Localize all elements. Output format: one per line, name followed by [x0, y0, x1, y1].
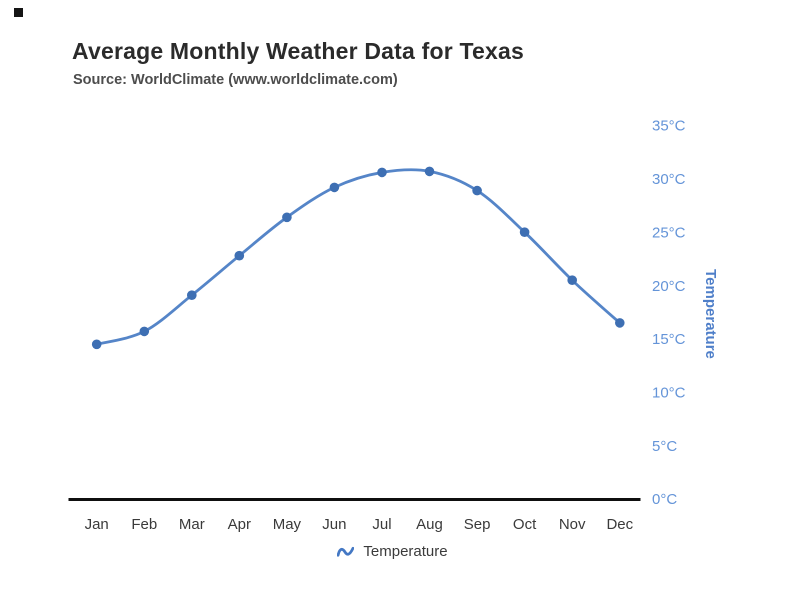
data-point-jun[interactable] [329, 182, 340, 193]
x-axis-labels: Jan Feb Mar Apr May Jun Jul Aug Sep Oct Nov Dec [85, 516, 634, 533]
y-tick-label: 20°C [652, 278, 686, 295]
data-point-aug[interactable] [424, 166, 435, 177]
legend-label: Temperature [363, 543, 448, 560]
x-tick-label: Aug [416, 516, 443, 533]
data-point-oct[interactable] [519, 227, 530, 237]
x-tick-label: May [273, 516, 302, 533]
x-tick-label: Feb [131, 516, 157, 533]
data-point-apr[interactable] [234, 250, 245, 261]
y-tick-label: 30°C [652, 171, 686, 188]
temperature-series-line [95, 168, 622, 346]
x-tick-label: Jul [372, 516, 391, 533]
x-tick-label: Oct [513, 516, 537, 533]
data-point-jan[interactable] [91, 339, 102, 350]
data-point-dec[interactable] [615, 318, 625, 328]
spline-wave-icon [337, 544, 355, 559]
x-tick-label: Apr [228, 516, 251, 533]
y-tick-label: 10°C [652, 385, 686, 402]
data-point-mar[interactable] [187, 290, 197, 301]
data-point-feb[interactable] [139, 326, 150, 337]
y-tick-label: 0°C [652, 491, 677, 508]
data-point-markers[interactable] [91, 166, 625, 350]
y-tick-label: 5°C [652, 438, 677, 455]
data-point-may[interactable] [282, 212, 292, 223]
chart-subtitle: Source: WorldClimate (www.worldclimate.c… [73, 72, 398, 88]
x-tick-label: Jun [322, 516, 346, 533]
data-point-sep[interactable] [472, 185, 482, 196]
x-tick-label: Dec [606, 516, 633, 533]
y-tick-label: 25°C [652, 224, 686, 241]
y-axis-title: Temperature [702, 269, 719, 359]
chart-title: Average Monthly Weather Data for Texas [72, 38, 524, 64]
corner-marker-square [14, 8, 23, 17]
data-point-nov[interactable] [567, 275, 577, 286]
x-tick-label: Sep [464, 516, 491, 533]
data-point-jul[interactable] [377, 167, 387, 178]
x-tick-label: Nov [559, 516, 586, 533]
legend: Temperature [0, 543, 797, 560]
y-axis-labels: 35°C 30°C 25°C 20°C 15°C 10°C 5°C 0°C [652, 118, 686, 509]
y-tick-label: 35°C [652, 118, 686, 135]
y-tick-label: 15°C [652, 331, 686, 348]
legend-item-temperature[interactable]: Temperature [337, 543, 448, 560]
x-tick-label: Mar [179, 516, 205, 533]
x-tick-label: Jan [85, 516, 109, 533]
